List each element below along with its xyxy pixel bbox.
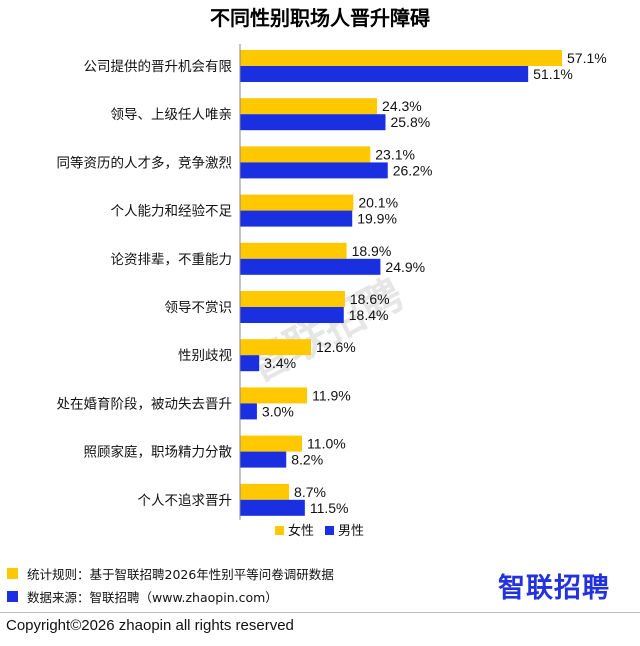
value-label-male: 8.2% xyxy=(291,452,323,468)
watermark: 智联招聘 xyxy=(240,269,411,391)
bar-male xyxy=(240,499,305,516)
category-label: 个人能力和经验不足 xyxy=(111,204,233,220)
category-label: 领导不赏识 xyxy=(165,300,233,316)
bar-female xyxy=(240,146,371,163)
bar-female xyxy=(240,194,354,211)
bar-male xyxy=(240,66,529,82)
bar-female xyxy=(240,291,345,307)
category-label: 同等资历的人才多，竞争激烈 xyxy=(57,154,233,171)
value-label-female: 18.6% xyxy=(350,291,390,307)
bar-male xyxy=(240,114,386,131)
value-label-female: 11.9% xyxy=(312,387,351,403)
brand-logo: 智联招聘 xyxy=(498,573,610,604)
bar-female xyxy=(240,242,347,259)
note-source-text: 数据来源：智联招聘（www.zhaopin.com） xyxy=(27,589,278,605)
bar-chart: 不同性别职场人晋升障碍 智联招聘 公司提供的晋升机会有限 57.1%51.1% 领导… xyxy=(57,6,607,539)
chart-title: 不同性别职场人晋升障碍 xyxy=(210,6,430,30)
bar-female xyxy=(240,98,378,115)
value-label-female: 23.1% xyxy=(375,146,415,162)
value-label-male: 26.2% xyxy=(393,162,433,178)
bar-male xyxy=(240,210,353,227)
bar-female xyxy=(240,387,308,404)
legend-label-female: 女性 xyxy=(288,523,314,539)
divider xyxy=(0,612,640,613)
value-label-male: 51.1% xyxy=(533,66,573,82)
bar-male xyxy=(240,403,257,420)
legend-swatch-female xyxy=(275,526,284,535)
value-label-female: 18.9% xyxy=(352,243,392,259)
value-label-female: 24.3% xyxy=(382,98,422,114)
bar-female xyxy=(240,339,312,356)
bar-male xyxy=(240,162,388,179)
legend-swatch-male xyxy=(325,526,334,535)
value-label-female: 11.0% xyxy=(307,436,346,452)
note-swatch-blue xyxy=(7,590,18,602)
category-label: 个人不追求晋升 xyxy=(138,493,233,509)
category-label: 照顾家庭，职场精力分散 xyxy=(84,444,233,461)
bar-male xyxy=(240,307,344,323)
category-label: 论资排辈，不重能力 xyxy=(111,252,233,268)
value-label-male: 18.4% xyxy=(349,307,389,323)
value-label-female: 8.7% xyxy=(294,484,326,500)
category-label: 性别歧视 xyxy=(178,348,232,364)
note-statistics-text: 统计规则：基于智联招聘2026年性别平等问卷调研数据 xyxy=(27,566,334,582)
bar-female xyxy=(240,50,562,66)
value-label-female: 12.6% xyxy=(316,339,356,355)
value-label-male: 3.4% xyxy=(264,355,296,371)
legend-label-male: 男性 xyxy=(338,524,364,539)
copyright-text: Copyright©2026 zhaopin all rights reserv… xyxy=(6,617,294,634)
category-label: 公司提供的晋升机会有限 xyxy=(84,59,233,75)
legend: 女性 男性 xyxy=(275,523,364,539)
value-label-female: 57.1% xyxy=(567,50,607,66)
bar-male xyxy=(240,258,381,275)
value-label-male: 11.5% xyxy=(310,500,349,516)
value-label-male: 25.8% xyxy=(390,114,430,130)
bar-female xyxy=(240,435,303,452)
bar-male xyxy=(240,451,287,468)
note-swatch-yellow xyxy=(7,567,18,579)
value-label-male: 24.9% xyxy=(385,259,425,275)
bar-male xyxy=(240,355,260,372)
note-data-source: 数据来源：智联招聘（www.zhaopin.com） xyxy=(0,586,640,606)
value-label-male: 3.0% xyxy=(262,403,294,419)
value-label-male: 19.9% xyxy=(357,211,397,227)
note-statistics-rule: 统计规则：基于智联招聘2026年性别平等问卷调研数据 xyxy=(0,563,640,583)
value-label-female: 20.1% xyxy=(358,195,398,211)
category-label: 领导、上级任人唯亲 xyxy=(111,107,233,123)
category-label: 处在婚育阶段，被动失去晋升 xyxy=(57,396,233,412)
bar-female xyxy=(240,483,290,500)
